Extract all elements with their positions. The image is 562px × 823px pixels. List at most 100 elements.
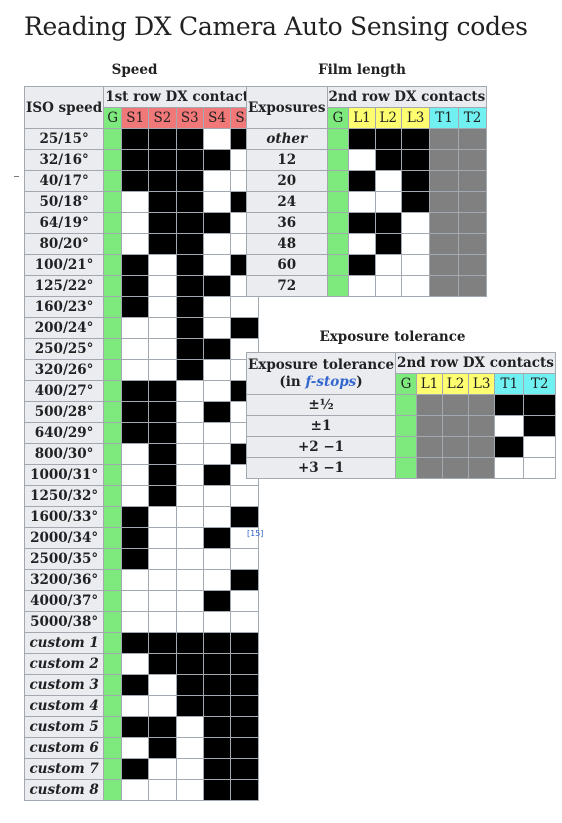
table-row: 1600/33° xyxy=(23,506,259,528)
contact-cell-l2 xyxy=(374,233,402,255)
contact-cell-g xyxy=(103,170,123,192)
row-label: ±1 xyxy=(245,415,397,437)
contact-cell-s4 xyxy=(202,590,232,612)
contact-cell-s3 xyxy=(175,443,204,465)
contact-cell-t2 xyxy=(523,457,556,479)
table-row: 12 xyxy=(246,149,488,171)
row-label: 1250/32° xyxy=(23,485,105,507)
contact-cell-g xyxy=(103,611,123,633)
row-label: other xyxy=(246,128,328,150)
table-row: 320/26° xyxy=(23,359,259,381)
contact-cell-t1 xyxy=(429,128,459,150)
contact-cell-s1 xyxy=(121,212,150,234)
table-row: custom 2 xyxy=(23,653,259,675)
row-label: 640/29° xyxy=(23,422,105,444)
contact-cell-s5 xyxy=(230,695,259,717)
contact-cell-g xyxy=(103,716,123,738)
contact-cell-l1 xyxy=(348,149,376,171)
contact-cell-s2 xyxy=(148,485,177,507)
table-row: 400/27° xyxy=(23,380,259,402)
contact-header-t2: T2 xyxy=(457,107,488,129)
contact-cell-s4 xyxy=(202,758,232,780)
contact-cell-s3 xyxy=(175,191,204,213)
row-label: 60 xyxy=(246,254,328,276)
contact-cell-g xyxy=(103,233,123,255)
row-label: 3200/36° xyxy=(23,569,105,591)
table-row: 80/20° xyxy=(23,233,259,255)
film-length-caption: Film length xyxy=(318,62,406,78)
row-label: 5000/38° xyxy=(23,611,105,633)
contact-cell-t1 xyxy=(429,149,459,171)
contact-cell-t2 xyxy=(457,128,488,150)
contact-cell-l2 xyxy=(374,212,402,234)
contact-cell-g xyxy=(395,436,417,458)
contact-cell-s5 xyxy=(230,674,259,696)
contact-cell-l1 xyxy=(348,254,376,276)
row-label: custom 2 xyxy=(23,653,105,675)
contact-cell-s2 xyxy=(148,422,177,444)
contact-cell-s1 xyxy=(121,779,150,801)
row-label: 125/22° xyxy=(23,275,105,297)
table-row: custom 6 xyxy=(23,737,259,759)
f-stops-link[interactable]: f-stops xyxy=(305,373,357,390)
contact-cell-s4 xyxy=(202,632,232,654)
contact-cell-s1 xyxy=(121,590,150,612)
table-row: custom 5 xyxy=(23,716,259,738)
contact-cell-l1 xyxy=(415,457,444,479)
contact-cell-s3 xyxy=(175,254,204,276)
contact-cell-l2 xyxy=(374,254,402,276)
contact-cell-g xyxy=(103,506,123,528)
row-label: 1600/33° xyxy=(23,506,105,528)
row-label: +3 −1 xyxy=(245,457,397,479)
contact-cell-l3 xyxy=(400,191,431,213)
contact-cell-g xyxy=(103,485,123,507)
contact-cell-s3 xyxy=(175,464,204,486)
contact-cell-s3 xyxy=(175,716,204,738)
contact-cell-g xyxy=(103,296,123,318)
table-row: 60 xyxy=(246,254,488,276)
contact-cell-t1 xyxy=(429,170,459,192)
row-label: 25/15° xyxy=(23,128,105,150)
contact-cell-g xyxy=(103,695,123,717)
contact-cell-s5 xyxy=(230,506,259,528)
table-row: 36 xyxy=(246,212,488,234)
row-label: custom 7 xyxy=(23,758,105,780)
contact-cell-l2 xyxy=(374,149,402,171)
contact-cell-g xyxy=(103,443,123,465)
contact-cell-s5 xyxy=(230,317,259,339)
contact-cell-s2 xyxy=(148,758,177,780)
contact-cell-s1 xyxy=(121,611,150,633)
contact-cell-s4 xyxy=(202,653,232,675)
contact-cell-s1 xyxy=(121,485,150,507)
contact-cell-g xyxy=(103,275,123,297)
second-row-contacts-header: 2nd row DX contacts xyxy=(326,86,488,108)
contact-header-t2: T2 xyxy=(523,373,556,395)
contact-cell-s1 xyxy=(121,695,150,717)
contact-cell-g xyxy=(103,191,123,213)
contact-cell-s1 xyxy=(121,296,150,318)
contact-cell-l1 xyxy=(415,415,444,437)
contact-cell-s1 xyxy=(121,632,150,654)
contact-cell-t1 xyxy=(429,191,459,213)
contact-cell-l3 xyxy=(468,394,496,416)
contact-cell-l1 xyxy=(415,436,444,458)
contact-header-g: G xyxy=(103,107,123,129)
film-length-table: Exposures 2nd row DX contacts G L1 L2 L3 T1 T… xyxy=(246,86,488,297)
contact-cell-s5 xyxy=(230,548,259,570)
contact-cell-t2 xyxy=(457,233,488,255)
margin-tick xyxy=(14,176,19,177)
contact-cell-s3 xyxy=(175,695,204,717)
contact-cell-s1 xyxy=(121,128,150,150)
contact-cell-s3 xyxy=(175,611,204,633)
contact-cell-g xyxy=(103,590,123,612)
contact-cell-g xyxy=(103,380,123,402)
reference-link[interactable]: [15] xyxy=(247,529,264,538)
contact-cell-g xyxy=(326,149,350,171)
contact-cell-t1 xyxy=(494,415,525,437)
table-row: 1250/32° xyxy=(23,485,259,507)
row-label: 12 xyxy=(246,149,328,171)
contact-cell-s2 xyxy=(148,674,177,696)
contact-cell-s5 xyxy=(230,296,259,318)
contact-cell-s2 xyxy=(148,716,177,738)
contact-cell-s3 xyxy=(175,296,204,318)
